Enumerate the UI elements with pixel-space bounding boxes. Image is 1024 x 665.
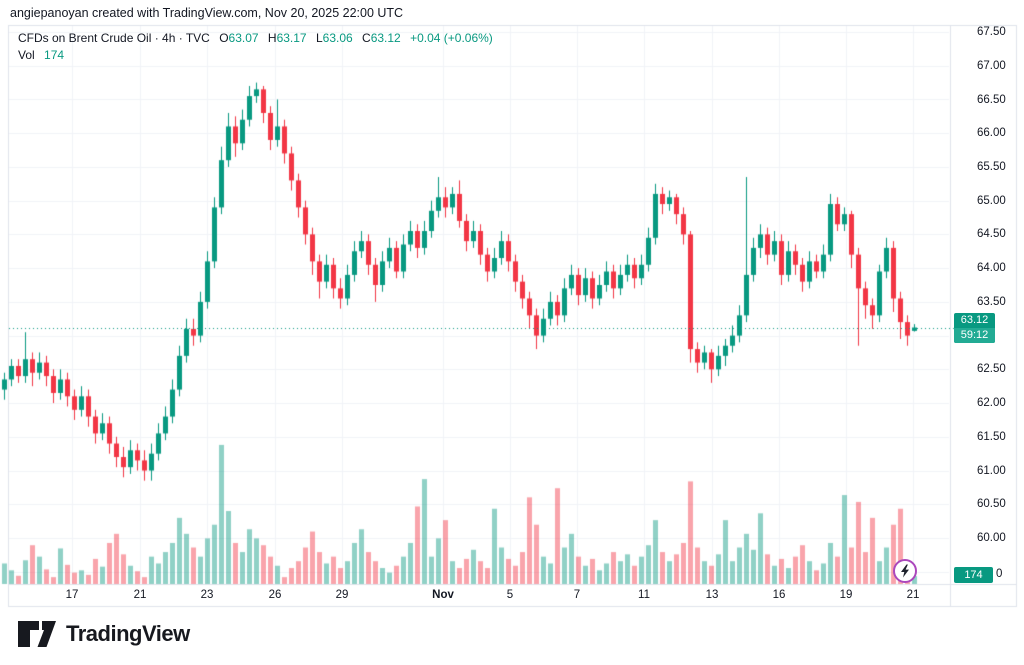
price-axis-label: 62.00 — [977, 397, 1006, 410]
price-axis-label: 67.50 — [977, 26, 1006, 38]
price-axis-label: 61.50 — [977, 430, 1006, 443]
time-axis-label: Nov — [432, 589, 454, 601]
time-axis-label: 16 — [772, 589, 786, 601]
ohlc-open-label: O — [219, 31, 229, 45]
ohlc-close-label: C — [362, 31, 371, 45]
price-axis-label: 64.50 — [977, 228, 1006, 241]
time-axis-label: 11 — [638, 589, 650, 601]
time-axis-label: 21 — [906, 589, 920, 601]
ohlc-close-value: 63.12 — [370, 31, 401, 45]
volume-value: 174 — [44, 48, 65, 62]
ohlc-high-label: H — [267, 31, 277, 45]
last-price-badge: 63.12 59:12 — [954, 313, 995, 343]
ohlc-low-label: L — [315, 31, 323, 45]
price-axis-label: 60.50 — [977, 498, 1006, 511]
time-axis-label: 17 — [65, 589, 79, 601]
ohlc-open-value: 63.07 — [228, 31, 259, 45]
price-axis-label: 66.00 — [977, 127, 1006, 140]
chart-legend: CFDs on Brent Crude Oil · 4h · TVC O63.0… — [18, 30, 493, 64]
lightning-icon — [901, 564, 909, 578]
legend-row-symbol: CFDs on Brent Crude Oil · 4h · TVC O63.0… — [18, 30, 493, 47]
ohlc-high-value: 63.17 — [276, 31, 307, 45]
price-axis-label: 67.00 — [977, 59, 1006, 72]
time-axis-label: 7 — [573, 589, 581, 601]
time-axis-label: 21 — [133, 589, 147, 601]
legend-row-volume: Vol 174 — [18, 47, 493, 64]
price-axis-label: 62.50 — [977, 363, 1006, 376]
price-axis-label: 63.50 — [977, 295, 1006, 308]
tradingview-wordmark: TradingView — [66, 621, 190, 646]
symbol-title: CFDs on Brent Crude Oil · 4h · TVC — [18, 31, 210, 45]
bar-countdown: 59:12 — [954, 328, 995, 343]
price-axis-label: 65.50 — [977, 160, 1006, 173]
change-value: +0.04 (+0.06%) — [410, 31, 493, 45]
last-price-value: 63.12 — [960, 314, 989, 326]
time-axis-label: 29 — [335, 589, 349, 601]
volume-label: Vol — [18, 48, 35, 62]
attribution-text: angiepanoyan created with TradingView.co… — [10, 6, 404, 20]
time-axis-label: 26 — [268, 589, 282, 601]
ohlc-low-value: 63.06 — [322, 31, 353, 45]
price-axis-label: 66.50 — [977, 93, 1006, 106]
price-axis-label: 64.00 — [977, 262, 1006, 275]
time-axis-label: 23 — [200, 589, 214, 601]
time-axis-label: 13 — [705, 589, 719, 601]
price-axis-label: 60.00 — [977, 532, 1006, 544]
price-axis-label: 65.00 — [977, 194, 1006, 207]
time-axis-label: 5 — [506, 589, 514, 601]
tradingview-logo-icon — [18, 621, 56, 647]
price-axis-label: 61.00 — [977, 464, 1006, 477]
lightning-button[interactable] — [893, 559, 917, 583]
time-axis-label: 19 — [839, 589, 853, 601]
volume-value-badge: 174 — [954, 567, 993, 583]
footer: TradingView — [18, 620, 190, 648]
axis-overflow-digit: 0 — [996, 568, 1003, 580]
